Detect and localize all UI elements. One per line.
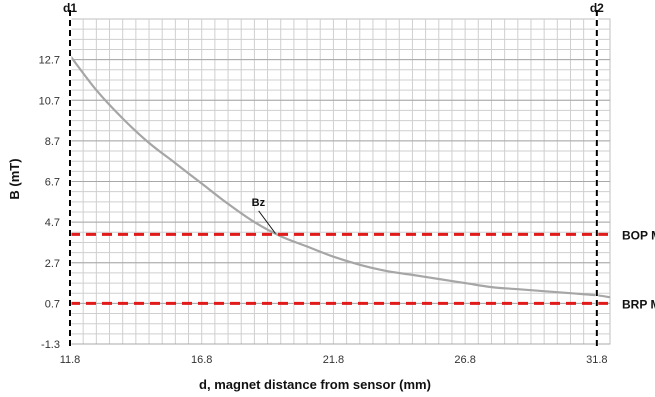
- horizontal-threshold-lines: BOP M BRP M: [70, 228, 655, 311]
- x-tick-label: 31.8: [586, 354, 607, 366]
- series-line-bz: [69, 54, 611, 299]
- y-tick-label: -1.3: [41, 339, 60, 351]
- x-tick-label: 11.8: [60, 354, 81, 366]
- y-tick-label: 10.7: [39, 95, 60, 107]
- x-tick-labels: 11.8 16.8 21.8 26.8 31.8: [60, 354, 608, 366]
- y-tick-label: 8.7: [45, 136, 60, 148]
- y-tick-label: 0.7: [45, 298, 60, 310]
- marker-label: d1: [63, 1, 77, 15]
- vertical-marker-lines: d1 d2: [63, 1, 604, 350]
- threshold-label: BOP M: [622, 228, 655, 242]
- y-tick-label: 4.7: [45, 217, 60, 229]
- y-tick-label: 6.7: [45, 177, 60, 189]
- marker-label: d2: [590, 1, 604, 15]
- threshold-label: BRP M: [622, 297, 655, 311]
- y-tick-label: 2.7: [45, 258, 60, 270]
- series-layer: [69, 54, 611, 299]
- plot-grid: [69, 18, 611, 345]
- y-axis-title: B (mT): [7, 158, 22, 199]
- series-annotation: Bz: [252, 197, 266, 209]
- x-tick-label: 16.8: [191, 354, 212, 366]
- annotations-layer: Bz: [252, 197, 276, 234]
- y-tick-labels: -1.3 0.7 2.7 4.7 6.7 8.7 10.7 12.7: [39, 55, 60, 351]
- annotation-leader: [258, 210, 276, 234]
- x-tick-label: 21.8: [323, 354, 344, 366]
- y-tick-label: 12.7: [39, 55, 60, 67]
- x-tick-label: 26.8: [454, 354, 475, 366]
- x-axis-title: d, magnet distance from sensor (mm): [199, 377, 431, 392]
